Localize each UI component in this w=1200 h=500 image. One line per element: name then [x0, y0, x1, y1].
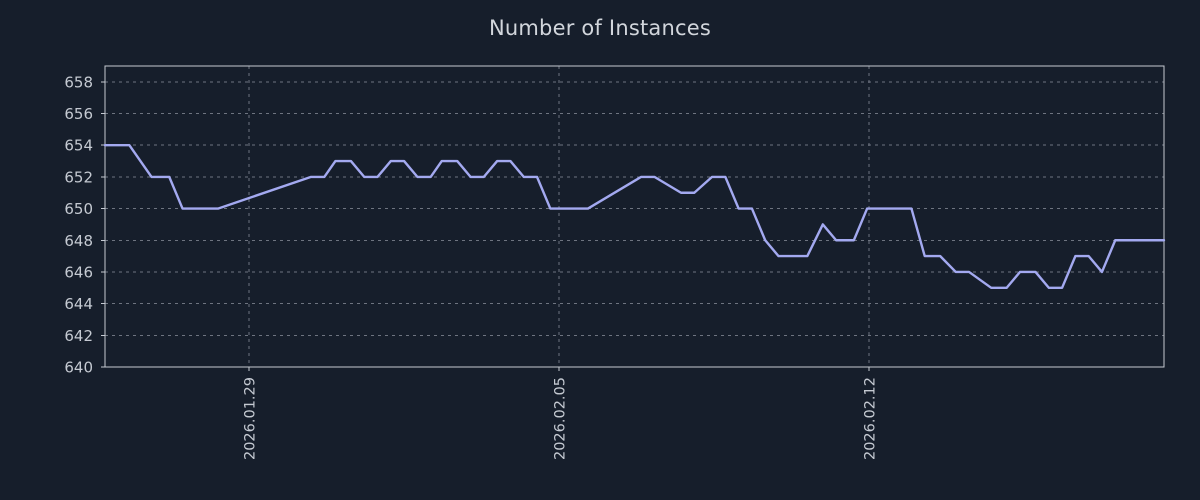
x-tick-label: 2026.01.29	[243, 377, 259, 460]
y-axis-tick-labels: 640 642 644 646 648 650 652 654 656 658	[64, 73, 93, 376]
y-tick-label: 658	[64, 73, 93, 91]
y-tick-label: 656	[64, 105, 93, 123]
series-line-instances	[103, 144, 1166, 289]
data-series-line	[103, 144, 1166, 289]
y-tick-label: 650	[64, 200, 93, 218]
x-axis-tick-labels: 2026.01.29 2026.02.05 2026.02.12	[243, 377, 879, 460]
y-tick-label: 652	[64, 168, 93, 186]
y-tick-label: 642	[64, 327, 93, 345]
x-tick-label: 2026.02.05	[553, 377, 569, 460]
y-tick-label: 640	[64, 359, 93, 377]
plot-frame-rect	[104, 65, 1165, 368]
plot-frame	[101, 65, 1165, 371]
y-tick-label: 648	[64, 232, 93, 250]
chart-title: Number of Instances	[488, 16, 711, 40]
x-tick-label: 2026.02.12	[863, 377, 879, 460]
y-tick-label: 654	[64, 137, 93, 155]
y-tick-label: 646	[64, 263, 93, 281]
grid-layer	[105, 66, 1164, 368]
y-tick-label: 644	[64, 295, 93, 313]
